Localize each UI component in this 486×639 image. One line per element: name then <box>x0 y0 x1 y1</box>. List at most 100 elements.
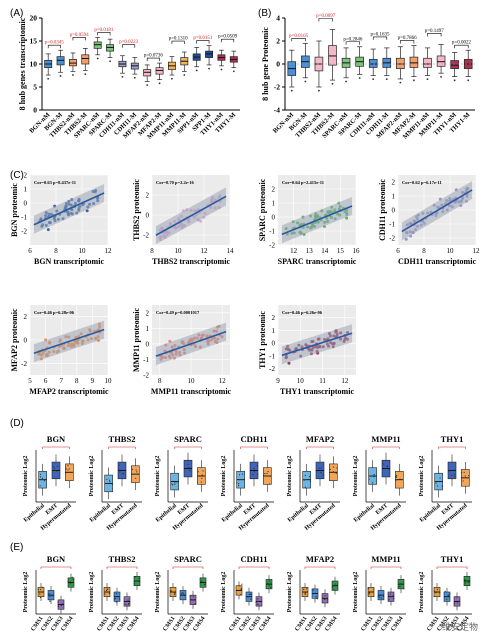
gene-title: CDH11 <box>241 434 268 444</box>
data-point <box>181 594 183 596</box>
panel-label-d: (D) <box>10 418 24 429</box>
box <box>396 57 405 69</box>
y-axis-label: MFAP2 proteomic <box>10 308 19 371</box>
outlier <box>372 78 375 81</box>
y-tick-label: 2 <box>146 192 150 200</box>
outlier <box>195 69 198 72</box>
data-point <box>204 583 207 585</box>
y-tick-label: 2 <box>24 172 28 180</box>
outlier <box>331 82 334 85</box>
data-point <box>170 590 172 592</box>
data-point <box>320 471 322 474</box>
data-point <box>252 473 254 476</box>
data-point <box>320 467 322 469</box>
data-point <box>368 478 370 480</box>
data-point <box>41 477 44 479</box>
data-point <box>370 475 372 477</box>
x-tick-label: 16 <box>353 247 361 255</box>
x-tick-label: 12 <box>473 247 481 255</box>
data-point <box>104 593 106 595</box>
data-point <box>287 361 291 365</box>
x-axis-label: MMP11 transcriptomic <box>151 387 232 396</box>
data-point <box>314 592 316 595</box>
data-point <box>315 470 317 472</box>
outlier <box>440 75 442 78</box>
x-tick-label: 10 <box>175 247 183 255</box>
x-tick-label: 6 <box>28 247 32 255</box>
data-point <box>403 588 405 590</box>
x-tick-label: 10 <box>447 247 455 255</box>
significance-bracket <box>400 40 415 44</box>
regression-line <box>401 189 473 233</box>
p-value-label: p=0.7866 <box>398 36 418 41</box>
data-point <box>49 594 51 596</box>
y-tick-label: 0 <box>392 207 396 215</box>
y-axis-label: 8 hub genes transcriptomic <box>18 17 27 110</box>
data-point <box>106 478 108 480</box>
data-point <box>333 588 335 591</box>
data-point <box>57 601 59 603</box>
data-point <box>396 474 398 476</box>
data-point <box>266 472 268 474</box>
data-point <box>257 598 259 600</box>
data-point <box>303 588 305 590</box>
x-tick-label: 12 <box>290 247 298 255</box>
data-point <box>439 477 441 479</box>
data-point <box>388 468 390 470</box>
category-label: Epithelial <box>221 503 244 524</box>
y-tick-label: 0 <box>146 212 150 220</box>
data-point <box>106 482 108 485</box>
outlier <box>290 89 293 92</box>
p-value-label: p=0.0736 <box>144 54 164 59</box>
x-axis-label: CDH11 transcriptomic <box>398 257 476 266</box>
y-tick-label: 0 <box>24 200 28 208</box>
y-tick-label: 2 <box>24 313 28 321</box>
correlation-label: Cor=0.62 p=6.17e-11 <box>402 180 443 185</box>
y-tick-label: 1 <box>24 186 28 194</box>
p-value-label: p=0.0151 <box>193 36 213 41</box>
panel-label-c: (C) <box>10 170 24 181</box>
data-point <box>239 594 242 596</box>
data-point <box>174 483 176 485</box>
y-axis-label: CDH11 proteomic <box>378 179 387 241</box>
x-tick-label: 8 <box>422 247 426 255</box>
data-point <box>268 585 270 587</box>
significance-bracket <box>40 566 72 569</box>
y-tick-label: 2 <box>276 37 280 46</box>
y-tick-label: 2 <box>272 314 276 322</box>
y-tick-label: 0 <box>272 214 276 222</box>
data-point <box>304 474 306 477</box>
data-point <box>56 470 58 472</box>
p-value-label: p=0.2846 <box>343 37 363 42</box>
significance-bracket <box>372 36 388 40</box>
data-point <box>68 468 70 470</box>
data-point <box>248 593 250 595</box>
data-point <box>368 593 370 595</box>
regression-line <box>281 205 353 236</box>
gene-title: MFAP2 <box>306 554 334 564</box>
p-value-label: p=0.1497 <box>425 29 445 34</box>
y-tick-label: -2 <box>143 232 149 240</box>
data-point <box>187 467 190 469</box>
x-axis-label: MFAP2 transcriptomic <box>29 387 109 396</box>
data-point <box>257 600 259 603</box>
gene-title: BGN <box>47 554 66 564</box>
y-tick-label: -2 <box>21 360 27 368</box>
y-tick-label: 2 <box>146 309 150 317</box>
data-point <box>41 586 43 588</box>
outlier <box>133 76 136 79</box>
data-point <box>435 592 437 594</box>
data-point <box>460 471 463 474</box>
outlier <box>59 75 62 77</box>
data-point <box>72 579 74 581</box>
data-point <box>65 468 67 470</box>
outlier <box>304 80 307 83</box>
significance-bracket <box>436 566 468 569</box>
data-point <box>49 600 51 602</box>
significance-bracket <box>47 44 61 49</box>
significance-bracket <box>345 41 360 45</box>
outlier <box>426 78 429 81</box>
data-point <box>257 474 259 476</box>
data-point <box>326 599 329 601</box>
data-point <box>438 472 440 475</box>
